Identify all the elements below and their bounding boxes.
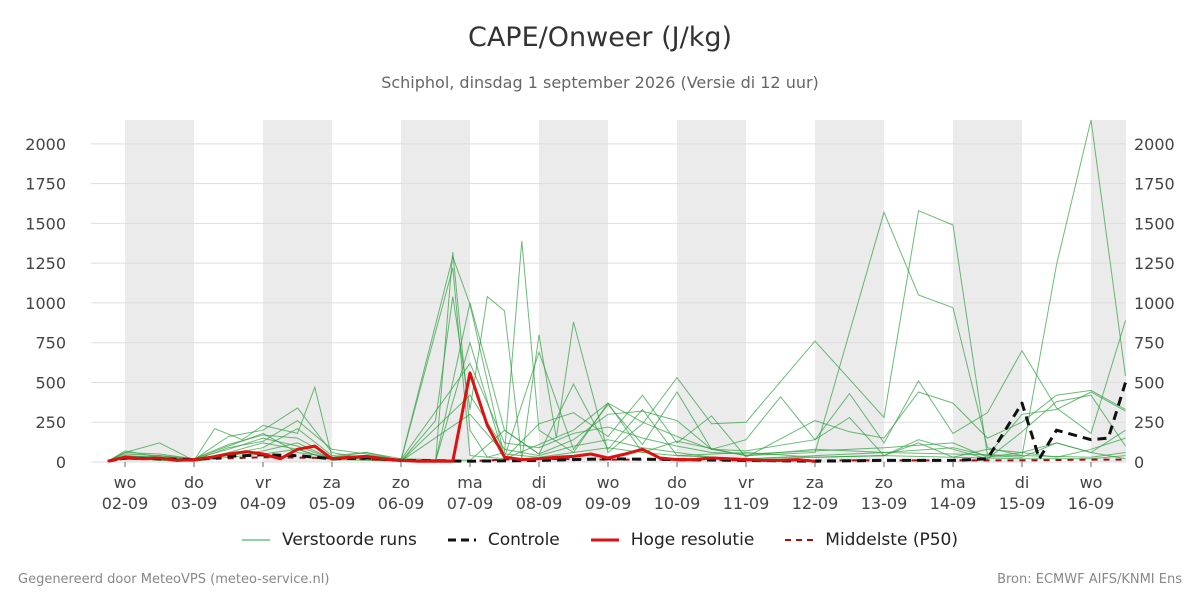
legend-swatch-ensemble <box>242 539 271 541</box>
main-lines <box>107 371 1127 463</box>
x-tick-date: 03-09 <box>171 494 218 513</box>
legend-label-high-res: Hoge resolutie <box>630 530 755 550</box>
legend-swatch-median <box>785 539 814 541</box>
legend-item-high-res: Hoge resolutie <box>590 530 755 550</box>
x-tick-weekday: di <box>532 473 547 492</box>
x-tick-weekday: zo <box>392 473 410 492</box>
weekend-band <box>815 120 884 462</box>
ensemble-member-line <box>107 119 1126 463</box>
legend: Verstoorde runs Controle Hoge resolutie … <box>0 530 1200 550</box>
footer-credit: Gegenereerd door MeteoVPS (meteo-service… <box>18 572 330 587</box>
x-tick-weekday: do <box>184 473 204 492</box>
x-tick-date: 02-09 <box>102 494 149 513</box>
x-tick-weekday: ma <box>457 473 482 492</box>
legend-swatch-control <box>447 538 476 542</box>
y-axis-right: 0 250 500 750 1000 1250 1500 1750 2000 <box>1134 135 1175 472</box>
y-tick-label-right: 0 <box>1134 453 1144 472</box>
chart-title: CAPE/Onweer (J/kg) <box>467 22 732 53</box>
y-tick-label-left: 500 <box>35 373 66 392</box>
ensemble-member-line <box>107 413 1126 462</box>
y-tick-label-left: 750 <box>35 334 66 353</box>
weekend-band <box>1091 120 1126 462</box>
x-tick-date: 04-09 <box>240 494 287 513</box>
weekend-band <box>953 120 1022 462</box>
x-tick-weekday: za <box>323 473 341 492</box>
x-tick-weekday: wo <box>114 473 137 492</box>
y-tick-label-left: 1750 <box>25 175 66 194</box>
x-tick-date: 14-09 <box>930 494 977 513</box>
x-axis: wo 02-09 do 03-09 vr 04-09 za 05-09 zo 06-09 ma 07-… <box>102 462 1115 513</box>
weekend-band <box>677 120 746 462</box>
ensemble-member-line <box>107 209 1126 462</box>
legend-label-ensemble: Verstoorde runs <box>282 530 417 550</box>
y-axis-left: 0 250 500 750 1000 1250 1500 1750 2000 <box>25 135 66 472</box>
y-tick-label-right: 1500 <box>1134 214 1175 233</box>
weekend-band <box>401 120 470 462</box>
y-tick-label-right: 1000 <box>1134 294 1175 313</box>
y-tick-label-left: 1250 <box>25 254 66 273</box>
series-line-hoge-resolutie <box>107 371 816 463</box>
x-tick-weekday: zo <box>875 473 893 492</box>
chart-subtitle: Schiphol, dinsdag 1 september 2026 (Vers… <box>381 73 819 92</box>
x-tick-date: 10-09 <box>654 494 701 513</box>
ensemble-member-line <box>107 255 1126 462</box>
y-tick-label-left: 2000 <box>25 135 66 154</box>
x-tick-weekday: za <box>806 473 824 492</box>
x-tick-date: 07-09 <box>447 494 494 513</box>
legend-item-ensemble: Verstoorde runs <box>242 530 417 550</box>
x-tick-weekday: do <box>667 473 687 492</box>
weekend-bands <box>125 120 1126 462</box>
x-tick-weekday: di <box>1015 473 1030 492</box>
y-tick-label-right: 1250 <box>1134 254 1175 273</box>
legend-label-control: Controle <box>487 530 560 550</box>
x-tick-date: 15-09 <box>999 494 1046 513</box>
weekend-band <box>263 120 332 462</box>
x-tick-weekday: wo <box>597 473 620 492</box>
y-tick-label-left: 250 <box>35 413 66 432</box>
footer-source: Bron: ECMWF AIFS/KNMI Ens <box>997 572 1182 587</box>
y-tick-label-left: 1500 <box>25 214 66 233</box>
x-tick-date: 11-09 <box>723 494 770 513</box>
x-tick-date: 13-09 <box>861 494 908 513</box>
x-tick-date: 05-09 <box>309 494 356 513</box>
y-tick-label-right: 1750 <box>1134 175 1175 194</box>
x-tick-date: 09-09 <box>585 494 632 513</box>
x-tick-date: 16-09 <box>1068 494 1115 513</box>
y-tick-label-left: 1000 <box>25 294 66 313</box>
x-tick-date: 08-09 <box>516 494 563 513</box>
legend-swatch-high-res <box>590 538 619 542</box>
y-tick-label-right: 2000 <box>1134 135 1175 154</box>
x-tick-weekday: vr <box>255 473 271 492</box>
ensemble-member-line <box>107 340 1126 462</box>
x-tick-weekday: wo <box>1080 473 1103 492</box>
x-tick-date: 12-09 <box>792 494 839 513</box>
legend-item-control: Controle <box>447 530 560 550</box>
y-tick-label-right: 750 <box>1134 334 1165 353</box>
y-tick-label-right: 250 <box>1134 413 1165 432</box>
x-tick-date: 06-09 <box>378 494 425 513</box>
legend-item-median: Middelste (P50) <box>785 530 958 550</box>
y-tick-label-right: 500 <box>1134 373 1165 392</box>
x-tick-weekday: vr <box>738 473 754 492</box>
ensemble-member-line <box>107 362 1126 462</box>
weekend-band <box>125 120 194 462</box>
x-tick-weekday: ma <box>940 473 965 492</box>
legend-label-median: Middelste (P50) <box>825 530 958 550</box>
ensemble-member-line <box>107 302 1126 462</box>
y-tick-label-left: 0 <box>56 453 66 472</box>
